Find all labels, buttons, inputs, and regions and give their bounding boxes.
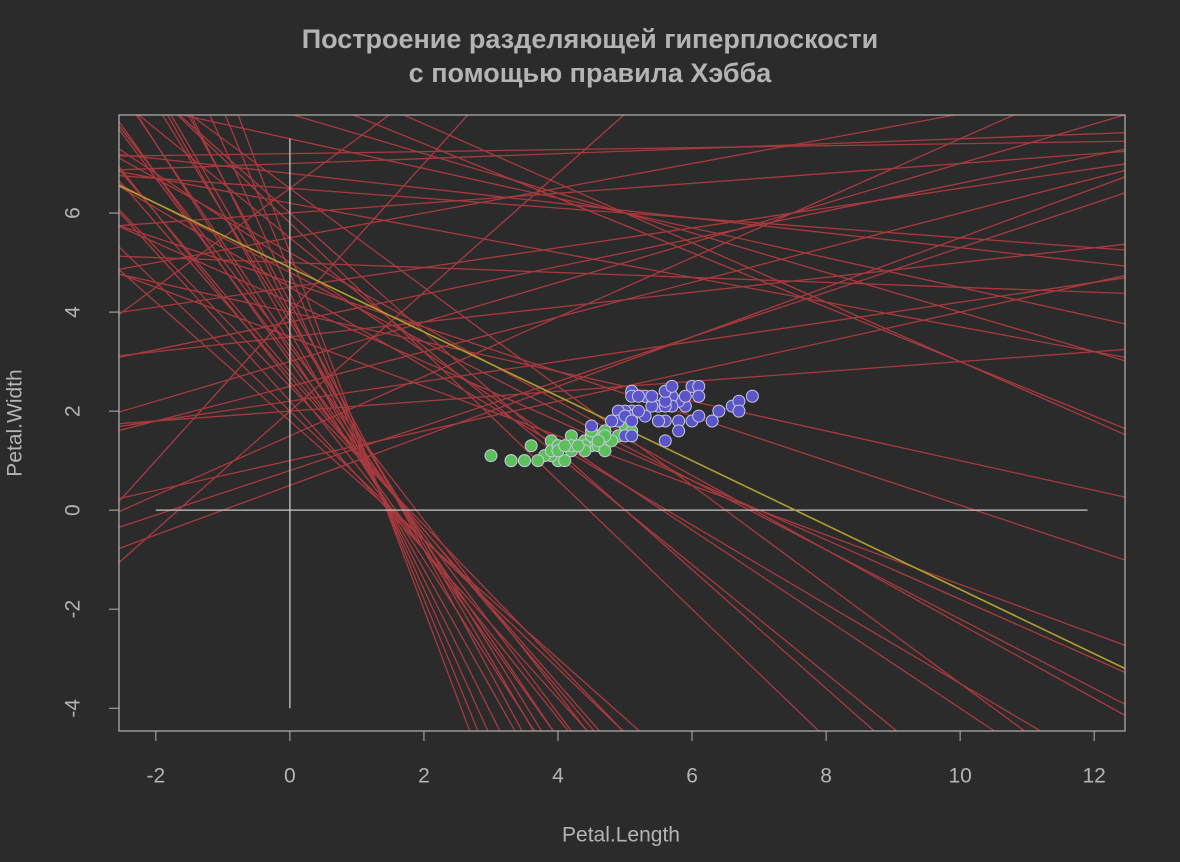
hyperplane-line xyxy=(119,115,1016,513)
plot-frame xyxy=(118,114,1126,732)
hyperplane-line xyxy=(166,115,516,731)
point xyxy=(712,404,726,418)
hyperplane-line xyxy=(119,225,1125,673)
point xyxy=(571,439,585,453)
x-tick-label: 8 xyxy=(820,765,832,788)
point xyxy=(678,389,692,403)
hyperplane-line xyxy=(119,153,1125,267)
hyperplane-line xyxy=(119,176,1125,550)
hyperplane-line xyxy=(119,166,570,731)
x-tick-label: 0 xyxy=(284,765,296,788)
hyperplane-line xyxy=(119,192,1125,528)
hyperplane-line xyxy=(119,170,1125,359)
point xyxy=(558,454,572,468)
hyperplane-line xyxy=(119,180,601,731)
point xyxy=(631,404,645,418)
point xyxy=(705,414,719,428)
point xyxy=(598,444,612,458)
point xyxy=(585,419,599,433)
hyperplane-line xyxy=(119,115,959,271)
hyperplane-line xyxy=(161,115,543,731)
point xyxy=(652,414,666,428)
hyperplane-line xyxy=(119,115,391,316)
plot-area xyxy=(119,115,1125,731)
hyperplane-line xyxy=(237,115,471,731)
point xyxy=(692,409,706,423)
hyperplane-line xyxy=(119,115,469,502)
point xyxy=(645,389,659,403)
x-tick-label: 12 xyxy=(1082,765,1105,788)
point xyxy=(631,389,645,403)
hyperplane-line xyxy=(119,148,1125,358)
hyperplane-line xyxy=(119,163,1125,314)
y-tick-label: 2 xyxy=(62,405,85,417)
point xyxy=(605,414,619,428)
hyperplane-line xyxy=(119,125,588,731)
x-tick-label: 2 xyxy=(418,765,430,788)
chart-title: Построение разделяющей гиперплоскости с … xyxy=(301,24,879,88)
point xyxy=(504,454,518,468)
hyperplane-line xyxy=(119,115,1125,413)
y-tick-label: 4 xyxy=(62,306,85,318)
hyperplane-line xyxy=(119,140,1125,157)
point xyxy=(672,424,686,438)
point xyxy=(658,434,672,448)
hyperplane-line xyxy=(402,115,1125,436)
x-tick-label: 10 xyxy=(948,765,971,788)
y-tick-label: 0 xyxy=(62,504,85,516)
x-tick-label: 6 xyxy=(686,765,698,788)
hyperplane-line xyxy=(119,274,1125,500)
hyperplane-line xyxy=(187,115,523,731)
y-tick-label: -4 xyxy=(62,699,85,718)
point xyxy=(665,379,679,393)
hyperplane-line xyxy=(135,115,555,731)
hyperplane-line xyxy=(119,169,1125,432)
point xyxy=(531,454,545,468)
hyperplane-line xyxy=(119,132,1125,171)
hyperplane-line xyxy=(119,273,1125,646)
point xyxy=(558,439,572,453)
hyperplane-line xyxy=(119,183,1125,705)
point xyxy=(625,414,639,428)
hyperplane-line xyxy=(119,273,1125,498)
hyperplane-line xyxy=(224,115,479,731)
x-tick-label: -2 xyxy=(147,765,166,788)
hyperplane-line xyxy=(119,128,573,731)
x-axis-label: Petal.Length xyxy=(562,824,680,847)
point xyxy=(745,389,759,403)
hyperplane-line xyxy=(119,246,624,731)
hyperplane-line xyxy=(119,269,641,731)
hyperplane-line xyxy=(119,121,554,731)
hyperplane-line xyxy=(119,169,595,731)
hyperplane-line xyxy=(136,115,536,731)
y-tick-label: 6 xyxy=(62,207,85,219)
hyperplane-line xyxy=(119,277,1125,428)
hyperplane-line xyxy=(119,150,1125,227)
point xyxy=(517,454,531,468)
hyperplane-line xyxy=(119,115,625,564)
x-tick-label: 4 xyxy=(552,765,564,788)
point xyxy=(732,404,746,418)
hyperplane-line xyxy=(190,115,501,731)
point xyxy=(524,439,538,453)
y-tick-label: -2 xyxy=(62,600,85,619)
hyperplane-line xyxy=(178,115,876,731)
hyperplane-line xyxy=(119,224,1125,561)
point xyxy=(692,389,706,403)
hyperplane-line xyxy=(176,115,820,731)
point xyxy=(484,449,498,463)
hyperplane-line xyxy=(119,211,589,731)
y-axis-label: Petal.Width xyxy=(4,369,27,476)
point xyxy=(591,434,605,448)
hyperplane-line xyxy=(351,115,1125,430)
point xyxy=(625,429,639,443)
